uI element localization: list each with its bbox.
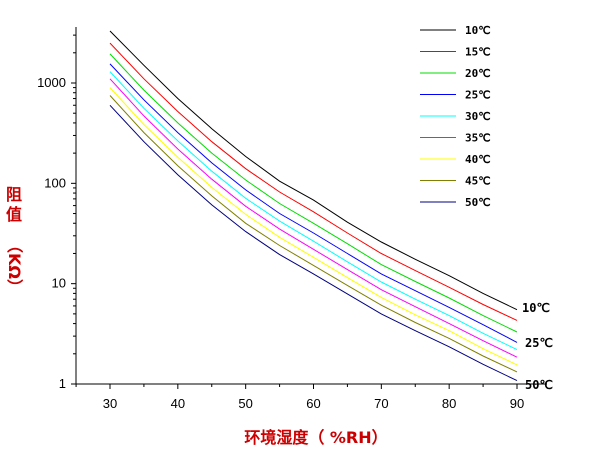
axes: 30 40 50 60 70 80 90 1 10 100 1000 bbox=[37, 27, 547, 411]
series-line-6 bbox=[109, 87, 518, 366]
x-tick-label-2: 50 bbox=[238, 396, 252, 411]
y-axis-label-char-2: （ bbox=[5, 237, 24, 253]
y-axis-label-char-3: KΩ bbox=[5, 253, 24, 279]
legend-label-6: 40℃ bbox=[465, 153, 491, 166]
series-line-8 bbox=[109, 104, 518, 382]
x-tick-label-0: 30 bbox=[103, 396, 117, 411]
x-tick-label-1: 40 bbox=[171, 396, 185, 411]
x-axis-label: 环境湿度（ %RH） bbox=[244, 428, 387, 447]
end-label-2: 50℃ bbox=[525, 378, 553, 392]
y-axis-label: 阻值 （KΩ） bbox=[5, 185, 24, 295]
y-axis-label-char-4: ） bbox=[5, 279, 24, 295]
legend-label-8: 50℃ bbox=[465, 196, 491, 209]
legend-label-0: 10℃ bbox=[465, 24, 491, 37]
y-tick-label-2: 100 bbox=[44, 175, 66, 190]
x-tick-label-5: 80 bbox=[442, 396, 456, 411]
legend-label-7: 45℃ bbox=[465, 175, 491, 188]
series-line-0 bbox=[109, 30, 518, 311]
end-labels: 10℃ 25℃ 50℃ bbox=[522, 301, 553, 392]
legend-label-3: 25℃ bbox=[465, 89, 491, 102]
end-label-1: 25℃ bbox=[525, 336, 553, 350]
series-line-4 bbox=[109, 71, 518, 351]
legend-label-1: 15℃ bbox=[465, 46, 491, 59]
y-tick-label-0: 1 bbox=[59, 376, 66, 391]
y-axis-label-char-1: 值 bbox=[6, 205, 22, 224]
plot-area bbox=[109, 30, 518, 382]
end-label-0: 10℃ bbox=[522, 301, 550, 315]
y-axis-label-char-0: 阻 bbox=[6, 185, 22, 204]
legend-label-4: 30℃ bbox=[465, 110, 491, 123]
x-tick-label-4: 70 bbox=[374, 396, 388, 411]
x-tick-label-3: 60 bbox=[306, 396, 320, 411]
series-line-1 bbox=[109, 42, 518, 321]
y-tick-label-3: 1000 bbox=[37, 75, 66, 90]
x-tick-label-6: 90 bbox=[510, 396, 524, 411]
legend-label-5: 35℃ bbox=[465, 132, 491, 145]
legend-label-2: 20℃ bbox=[465, 67, 491, 80]
series-line-7 bbox=[109, 95, 518, 373]
legend: 10℃ 15℃ 20℃ 25℃ 30℃ 35℃ 40℃ 45℃ 50℃ bbox=[420, 24, 491, 209]
y-tick-label-1: 10 bbox=[52, 276, 66, 291]
series-line-5 bbox=[109, 78, 518, 358]
series-line-3 bbox=[109, 63, 518, 343]
series-line-2 bbox=[109, 53, 518, 333]
